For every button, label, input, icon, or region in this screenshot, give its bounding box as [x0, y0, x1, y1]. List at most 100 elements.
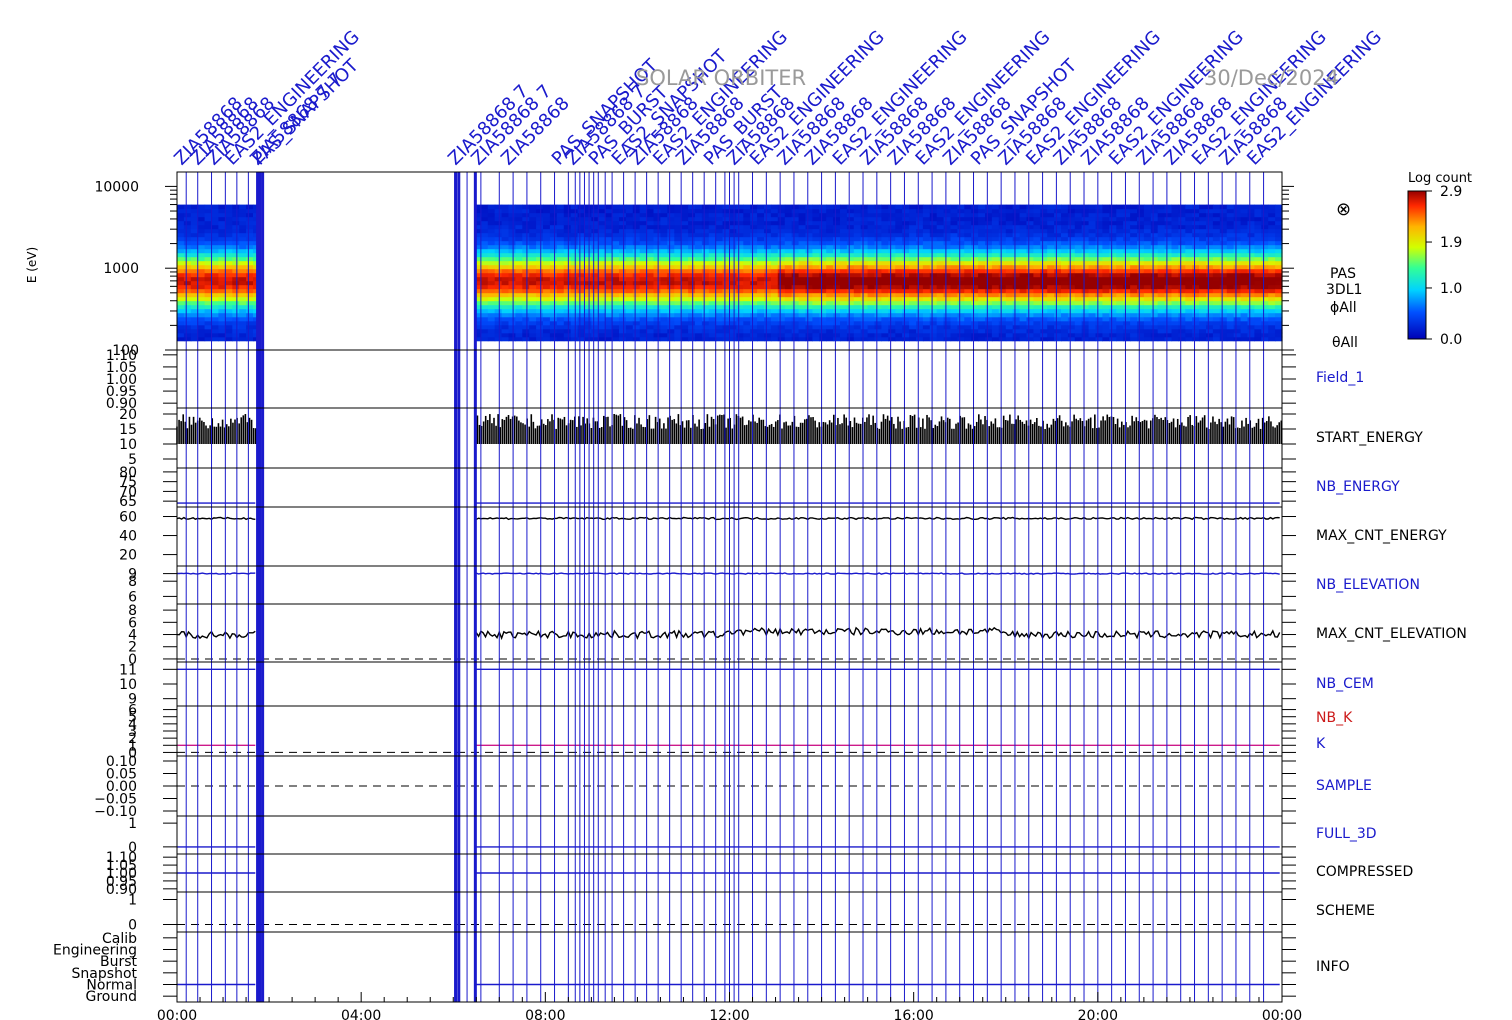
spectrogram-cell	[950, 312, 958, 318]
spectrogram-cell	[1199, 216, 1207, 222]
spectrogram-cell	[964, 208, 972, 214]
spectrogram-cell	[1143, 224, 1152, 230]
spectrogram-cell	[1026, 328, 1034, 334]
spectrogram-cell	[183, 240, 192, 246]
spectrogram-cell	[943, 312, 952, 318]
spectrogram-cell	[232, 204, 240, 210]
spectrogram-cell	[1137, 276, 1145, 282]
spectrogram-cell	[840, 220, 848, 226]
spectrogram-cell	[1178, 264, 1186, 270]
spectrogram-cell	[757, 232, 765, 238]
spectrogram-cell	[1150, 212, 1159, 218]
spectrogram-cell	[522, 220, 530, 226]
spectrogram-cell	[964, 248, 972, 254]
spectrogram-cell	[922, 308, 931, 314]
spectrogram-cell	[722, 292, 731, 298]
spectrogram-cell	[1192, 304, 1200, 310]
spectrogram-cell	[563, 288, 572, 294]
spectrogram-cell	[522, 252, 530, 258]
spectrogram-cell	[743, 304, 751, 310]
spectrogram-cell	[916, 268, 924, 274]
spectrogram-cell	[190, 232, 199, 238]
spectrogram-cell	[1240, 220, 1249, 226]
spectrogram-cell	[826, 252, 834, 258]
spectrogram-cell	[1226, 216, 1235, 222]
spectrogram-cell	[1199, 332, 1207, 338]
spectrogram-cell	[681, 272, 689, 278]
spectrogram-cell	[197, 284, 206, 290]
spectrogram-cell	[667, 284, 675, 290]
spectrogram-cell	[846, 324, 855, 330]
spectrogram-cell	[1047, 268, 1055, 274]
spectrogram-cell	[1019, 308, 1028, 314]
spectrogram-cell	[1109, 224, 1117, 230]
spectrogram-cell	[681, 296, 689, 302]
spectrogram-cell	[715, 248, 724, 254]
spectrogram-cell	[798, 312, 807, 318]
spectrogram-cell	[1199, 260, 1207, 266]
spectrogram-cell	[833, 296, 841, 302]
spectrogram-cell	[860, 244, 869, 250]
spectrogram-cell	[957, 244, 965, 250]
spectrogram-cell	[494, 220, 503, 226]
spectrogram-cell	[1095, 268, 1103, 274]
spectrogram-cell	[922, 320, 931, 326]
spectrogram-cell	[1054, 316, 1062, 322]
spectrogram-cell	[805, 272, 813, 278]
spectrogram-cell	[929, 268, 938, 274]
spectrogram-cell	[1123, 232, 1131, 238]
spectrogram-cell	[1019, 320, 1028, 326]
spectrogram-cell	[501, 240, 510, 246]
spectrogram-cell	[639, 240, 648, 246]
spectrogram-cell	[950, 268, 958, 274]
spectrogram-cell	[543, 256, 551, 262]
spectrogram-cell	[1199, 272, 1207, 278]
spectrogram-cell	[1226, 264, 1235, 270]
spectrogram-cell	[902, 244, 910, 250]
spectrogram-cell	[1268, 260, 1276, 266]
spectrogram-cell	[853, 248, 862, 254]
spectrogram-cell	[1067, 320, 1076, 326]
spectrogram-cell	[536, 236, 544, 242]
spectrogram-cell	[708, 280, 717, 286]
spectrogram-cell	[501, 300, 510, 306]
spectrogram-cell	[639, 296, 648, 302]
spectrogram-cell	[674, 268, 682, 274]
spectrogram-cell	[846, 240, 855, 246]
spectrogram-cell	[1247, 316, 1255, 322]
spectrogram-cell	[978, 312, 986, 318]
spectrogram-cell	[964, 256, 972, 262]
spectrogram-cell	[957, 280, 965, 286]
spectrogram-cell	[681, 332, 689, 338]
spectrogram-cell	[177, 336, 185, 342]
spectrogram-cell	[1143, 256, 1152, 262]
spectrogram-cell	[770, 320, 779, 326]
spectrogram-cell	[971, 320, 979, 326]
spectrogram-cell	[943, 288, 952, 294]
spectrogram-cell	[570, 280, 579, 286]
spectrogram-cell	[1026, 208, 1034, 214]
spectrogram-cell	[1178, 284, 1186, 290]
spectrogram-cell	[978, 292, 986, 298]
spectrogram-cell	[667, 280, 675, 286]
spectrogram-cell	[1268, 284, 1276, 290]
spectrogram-cell	[1095, 208, 1103, 214]
spectrogram-cell	[1019, 232, 1028, 238]
spectrogram-cell	[985, 248, 993, 254]
spectrogram-cell	[1143, 324, 1152, 330]
spectrogram-cell	[950, 336, 958, 342]
spectrogram-cell	[1254, 288, 1262, 294]
spectrogram-cell	[770, 228, 779, 234]
spectrogram-cell	[619, 320, 627, 326]
spectrogram-cell	[501, 336, 510, 342]
spectrogram-cell	[1233, 284, 1242, 290]
spectrogram-cell	[1268, 308, 1276, 314]
spectrogram-cell	[853, 232, 862, 238]
spectrogram-cell	[860, 268, 869, 274]
spectrogram-cell	[764, 224, 772, 230]
spectrogram-cell	[487, 312, 496, 318]
spectrogram-cell	[950, 252, 958, 258]
spectrogram-cell	[494, 260, 503, 266]
spectrogram-cell	[605, 228, 613, 234]
spectrogram-cell	[218, 228, 226, 234]
